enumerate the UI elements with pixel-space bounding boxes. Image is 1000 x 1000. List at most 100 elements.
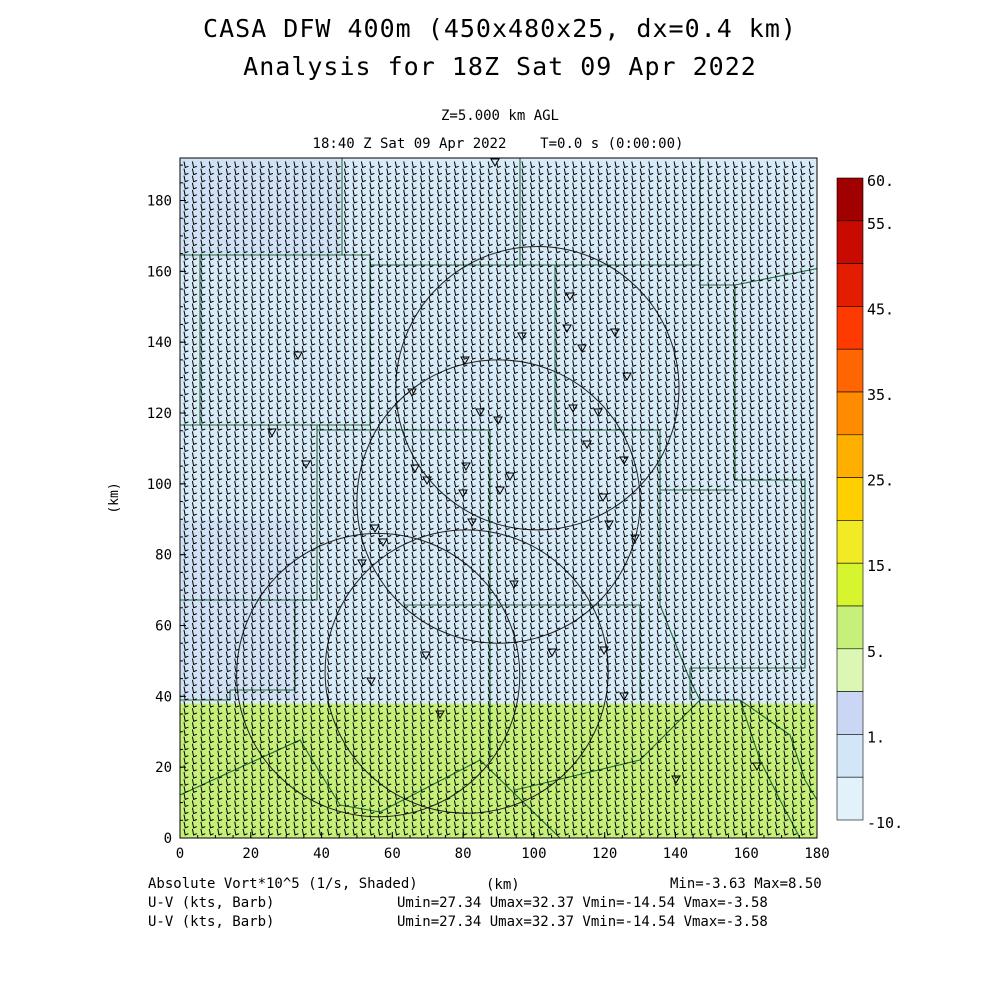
x-tick-label: 100 xyxy=(521,846,546,862)
x-tick-label: 120 xyxy=(592,846,617,862)
elapsed-time: T=0.0 s (0:00:00) xyxy=(540,136,684,152)
colorbar-label: -10. xyxy=(867,814,903,832)
station-marker xyxy=(671,775,681,785)
station-marker xyxy=(582,440,592,450)
axes: 0 20 40 60 80 100 120 140 160 180 0 20 40 60 80 100 120 1… xyxy=(147,164,830,862)
colorbar-label: 45. xyxy=(867,300,894,318)
county-line-11 xyxy=(180,425,318,601)
colorbar-swatch xyxy=(836,691,864,735)
colorbar-label: 5. xyxy=(867,643,885,661)
colorbar-label: 15. xyxy=(867,557,894,575)
station-marker xyxy=(565,292,575,302)
station-marker xyxy=(593,408,603,418)
time-line: 18:40 Z Sat 09 Apr 2022 T=0.0 s (0:00:00… xyxy=(0,136,998,152)
colorbar-swatch xyxy=(836,177,864,222)
county-line-16 xyxy=(180,739,381,813)
barb-label-2: U-V (kts, Barb) xyxy=(148,914,275,930)
station-marker xyxy=(568,404,578,414)
colorbar-label: 25. xyxy=(867,472,894,490)
valid-time: 18:40 Z Sat 09 Apr 2022 xyxy=(312,136,507,152)
station-marker xyxy=(598,493,608,503)
colorbar-swatch xyxy=(836,520,864,564)
station-marker xyxy=(378,538,388,548)
field-label: Absolute Vort*10^5 (1/s, Shaded) xyxy=(148,876,418,892)
station-marker xyxy=(619,456,629,466)
colorbar-swatch xyxy=(836,220,864,264)
y-tick-label: 0 xyxy=(164,831,172,847)
colorbar-swatch xyxy=(836,648,864,692)
colorbar-swatch xyxy=(836,776,864,821)
station-marker xyxy=(435,710,445,720)
barb-label-1: U-V (kts, Barb) xyxy=(148,895,275,911)
y-tick-label: 40 xyxy=(155,689,172,705)
county-line-15 xyxy=(659,490,817,801)
station-marker xyxy=(577,344,587,354)
station-marker xyxy=(357,559,367,569)
station-marker xyxy=(604,520,614,530)
level-label: Z=5.000 km AGL xyxy=(440,108,559,124)
station-marker xyxy=(610,328,620,338)
county-line-13 xyxy=(180,600,296,701)
county-line-6 xyxy=(699,265,817,286)
station-marker xyxy=(562,324,572,334)
county-line-7 xyxy=(690,285,806,669)
barb-range-2: Umin=27.34 Umax=32.37 Vmin=-14.54 Vmax=-… xyxy=(397,914,768,930)
field-range: Min=-3.63 Max=8.50 xyxy=(670,876,822,892)
y-tick-label: 80 xyxy=(155,548,172,564)
colorbar-label: 60. xyxy=(867,172,894,190)
colorbar-swatch xyxy=(836,477,864,521)
colorbar-swatch xyxy=(836,562,864,607)
county-line-19 xyxy=(514,699,701,791)
y-tick-label: 140 xyxy=(147,335,172,351)
y-tick-label: 160 xyxy=(147,264,172,280)
colorbar-swatch xyxy=(836,348,864,393)
colorbar-swatch xyxy=(836,391,864,436)
station-marker xyxy=(475,408,485,418)
colorbar-swatch xyxy=(836,734,864,778)
y-axis-label: (km) xyxy=(107,482,122,513)
chart-subtitle: Analysis for 18Z Sat 09 Apr 2022 xyxy=(243,52,757,81)
y-tick-label: 120 xyxy=(147,406,172,422)
wind-barb-field xyxy=(183,161,814,836)
y-tick-label: 180 xyxy=(147,194,172,210)
wind-barbs xyxy=(183,161,814,836)
x-tick-label: 160 xyxy=(734,846,759,862)
station-marker xyxy=(421,651,431,661)
station-marker xyxy=(517,332,527,342)
station-marker xyxy=(410,464,420,474)
radar-station-markers xyxy=(267,158,762,785)
station-marker xyxy=(622,372,632,382)
station-marker xyxy=(619,692,629,702)
radar-ring-3 xyxy=(395,246,680,531)
field-tint-0 xyxy=(180,158,340,258)
radar-ring-0 xyxy=(236,532,521,818)
station-marker xyxy=(407,388,417,398)
station-marker xyxy=(599,646,609,656)
y-tick-label: 60 xyxy=(155,619,172,635)
station-marker xyxy=(293,351,303,361)
chart-title: CASA DFW 400m (450x480x25, dx=0.4 km) xyxy=(203,14,797,43)
colorbar-swatch xyxy=(836,434,864,478)
colorbar-swatch xyxy=(836,605,864,650)
colorbar-label: 35. xyxy=(867,386,894,404)
x-tick-label: 0 xyxy=(176,846,184,862)
county-line-14 xyxy=(405,604,641,700)
colorbar: 60. 55. 45. 35. 25. 15. 5. 1. -10. xyxy=(836,172,903,832)
x-tick-label: 140 xyxy=(663,846,688,862)
station-marker xyxy=(366,677,376,687)
station-marker xyxy=(547,648,557,658)
station-marker xyxy=(370,524,380,534)
x-tick-label: 80 xyxy=(455,846,472,862)
colorbar-swatch xyxy=(836,306,864,350)
x-tick-label: 60 xyxy=(384,846,401,862)
station-marker xyxy=(467,518,477,528)
colorbar-label: 1. xyxy=(867,728,885,746)
x-axis-unit: (km) xyxy=(486,877,520,893)
x-tick-label: 180 xyxy=(804,846,829,862)
station-marker xyxy=(301,460,311,470)
station-marker xyxy=(458,489,468,499)
field-tint-1 xyxy=(180,520,300,700)
barb-range-1: Umin=27.34 Umax=32.37 Vmin=-14.54 Vmax=-… xyxy=(397,895,768,911)
station-marker xyxy=(422,476,432,486)
